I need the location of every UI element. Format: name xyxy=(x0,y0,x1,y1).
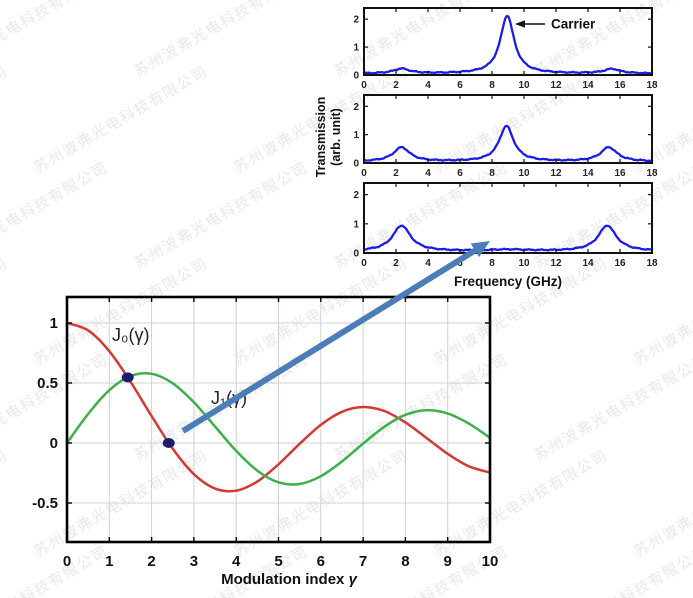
x-tick-label: 14 xyxy=(582,168,594,179)
transmission-axis-label: Transmission xyxy=(314,97,328,178)
y-tick-label: 1 xyxy=(50,315,58,332)
bessel-j1-curve xyxy=(65,372,492,486)
y-tick-label: 1 xyxy=(353,219,359,230)
carrier-label: Carrier xyxy=(551,17,596,32)
y-tick-label: 1 xyxy=(353,130,359,141)
x-tick-label: 2 xyxy=(393,168,399,179)
j1-curve-label: J₁(γ) xyxy=(211,388,247,408)
x-tick-label: 12 xyxy=(550,168,562,179)
y-tick-label: 0 xyxy=(353,249,359,260)
x-tick-label: 18 xyxy=(646,80,658,91)
y-tick-label: -0.5 xyxy=(32,495,58,512)
x-tick-label: 4 xyxy=(232,553,241,570)
frequency-axis-label: Frequency (GHz) xyxy=(454,274,562,289)
y-tick-label: 0.5 xyxy=(37,375,58,392)
x-tick-label: 18 xyxy=(646,168,658,179)
x-tick-label: 16 xyxy=(614,80,626,91)
x-tick-label: 14 xyxy=(582,258,594,269)
x-tick-label: 3 xyxy=(190,553,198,570)
bessel-marker-dot xyxy=(121,372,134,383)
y-tick-label: 0 xyxy=(353,71,359,82)
big-arrow-head-icon xyxy=(470,241,490,258)
x-tick-label: 7 xyxy=(359,553,367,570)
x-tick-label: 2 xyxy=(393,258,399,269)
x-tick-label: 16 xyxy=(614,258,626,269)
x-tick-label: 8 xyxy=(401,553,409,570)
x-tick-label: 1 xyxy=(105,553,113,570)
x-tick-label: 6 xyxy=(317,553,325,570)
x-tick-label: 2 xyxy=(147,553,155,570)
y-tick-label: 0 xyxy=(353,159,359,170)
x-tick-label: 6 xyxy=(457,258,463,269)
spectrum-curve xyxy=(362,124,654,163)
y-tick-label: 2 xyxy=(353,190,359,201)
x-tick-label: 5 xyxy=(274,553,282,570)
plot-border xyxy=(363,94,653,164)
x-tick-label: 10 xyxy=(518,80,530,91)
spectrum-curve xyxy=(362,224,654,252)
x-tick-label: 6 xyxy=(457,80,463,91)
x-tick-label: 12 xyxy=(550,258,562,269)
x-tick-label: 4 xyxy=(425,168,431,179)
x-tick-label: 4 xyxy=(425,258,431,269)
x-tick-label: 0 xyxy=(361,80,367,91)
x-tick-label: 2 xyxy=(393,80,399,91)
transmission-axis-label: (arb. unit) xyxy=(329,108,343,166)
x-tick-label: 10 xyxy=(482,553,499,570)
modulation-axis-label: Modulation index γ xyxy=(221,571,359,588)
bessel-plot: 0 1 2 3 4 5 6 7 8 9 10 -0.5 0 0.5 1 Modulation index γ J… xyxy=(32,295,499,588)
x-tick-label: 8 xyxy=(489,80,495,91)
x-tick-label: 10 xyxy=(518,168,530,179)
y-tick-label: 2 xyxy=(353,102,359,113)
y-tick-label: 1 xyxy=(353,43,359,54)
x-tick-label: 8 xyxy=(489,258,495,269)
x-tick-label: 6 xyxy=(457,168,463,179)
x-tick-label: 0 xyxy=(63,553,71,570)
x-tick-label: 16 xyxy=(614,168,626,179)
y-tick-label: 2 xyxy=(353,15,359,26)
plot-border xyxy=(363,182,653,254)
spectrum-curve xyxy=(362,14,654,75)
x-tick-label: 0 xyxy=(361,258,367,269)
bessel-marker-dot xyxy=(162,438,175,448)
x-tick-label: 8 xyxy=(489,168,495,179)
bessel-j0-curve xyxy=(65,321,492,493)
j0-curve-label: J₀(γ) xyxy=(112,325,149,345)
x-tick-label: 9 xyxy=(444,553,452,570)
x-tick-label: 0 xyxy=(361,168,367,179)
y-tick-label: 0 xyxy=(50,435,58,452)
big-arrow-shaft xyxy=(181,247,477,434)
x-tick-label: 12 xyxy=(550,80,562,91)
x-tick-label: 4 xyxy=(425,80,431,91)
x-tick-label: 10 xyxy=(518,258,530,269)
x-tick-label: 18 xyxy=(646,258,658,269)
x-tick-label: 14 xyxy=(582,80,594,91)
carrier-arrowhead-icon xyxy=(515,20,525,28)
plot-border xyxy=(363,7,653,76)
connection-arrow xyxy=(181,241,490,434)
